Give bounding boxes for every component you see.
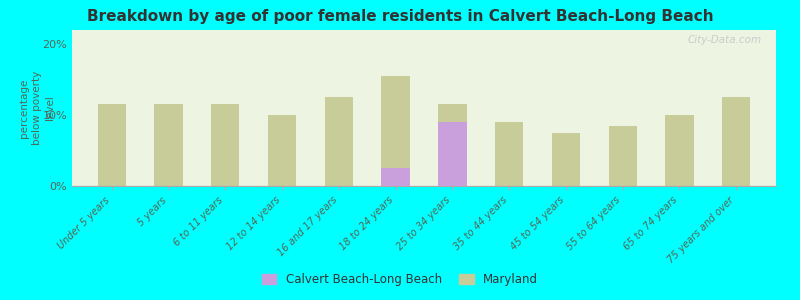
Bar bbox=[495, 122, 523, 186]
Bar bbox=[438, 104, 466, 186]
Bar bbox=[666, 115, 694, 186]
Text: City-Data.com: City-Data.com bbox=[688, 35, 762, 45]
Bar bbox=[382, 76, 410, 186]
Text: Breakdown by age of poor female residents in Calvert Beach-Long Beach: Breakdown by age of poor female resident… bbox=[86, 9, 714, 24]
Bar bbox=[325, 98, 353, 186]
Bar bbox=[154, 104, 182, 186]
Bar bbox=[609, 126, 637, 186]
Bar bbox=[98, 104, 126, 186]
Bar bbox=[382, 168, 410, 186]
Bar bbox=[438, 122, 466, 186]
Bar bbox=[722, 98, 750, 186]
Bar bbox=[268, 115, 296, 186]
Bar bbox=[211, 104, 239, 186]
Legend: Calvert Beach-Long Beach, Maryland: Calvert Beach-Long Beach, Maryland bbox=[258, 269, 542, 291]
Y-axis label: percentage
below poverty
level: percentage below poverty level bbox=[18, 71, 55, 145]
Bar bbox=[552, 133, 580, 186]
